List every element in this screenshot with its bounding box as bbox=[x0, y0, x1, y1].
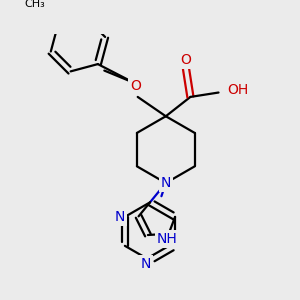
Text: NH: NH bbox=[157, 232, 178, 246]
Text: O: O bbox=[130, 80, 141, 93]
Text: N: N bbox=[114, 210, 125, 224]
Text: CH₃: CH₃ bbox=[25, 0, 46, 9]
Text: N: N bbox=[160, 176, 171, 190]
Text: OH: OH bbox=[227, 83, 248, 97]
Text: N: N bbox=[140, 257, 151, 271]
Text: O: O bbox=[181, 53, 191, 67]
